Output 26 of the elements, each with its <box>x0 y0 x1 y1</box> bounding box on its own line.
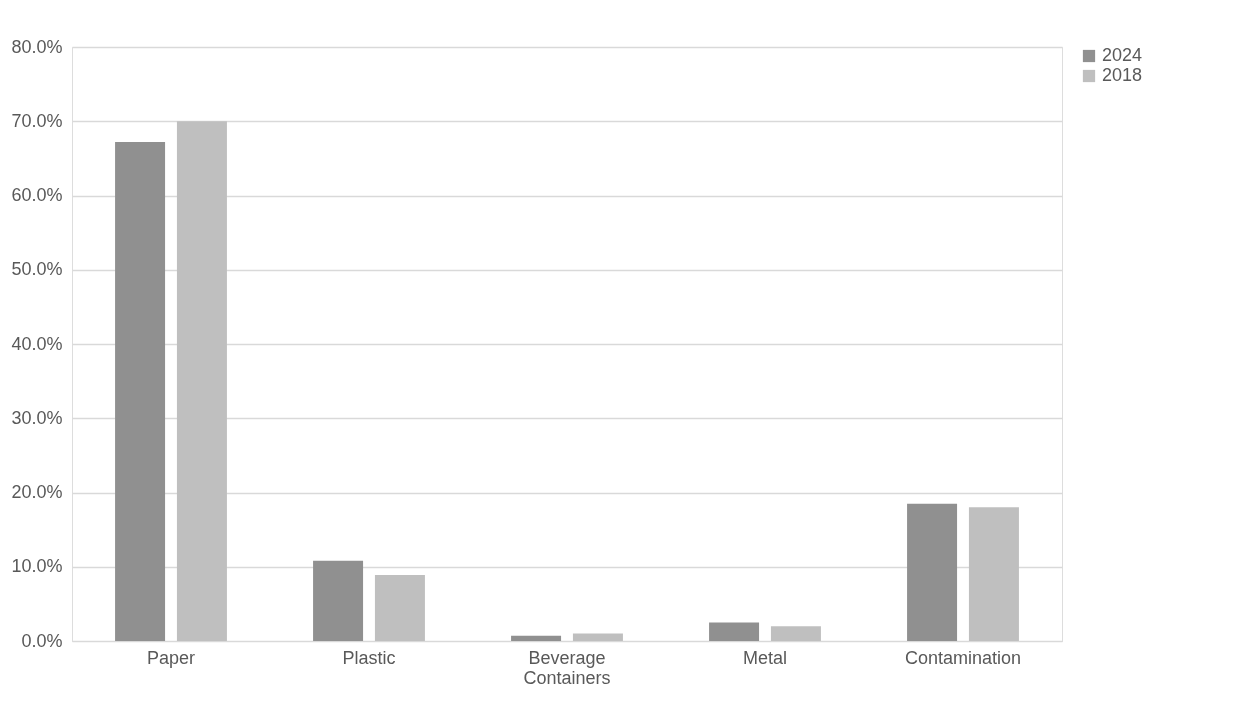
x-tick-label: Paper <box>146 647 196 668</box>
y-tick-label: 80.0% <box>11 36 63 57</box>
y-tick-label: 40.0% <box>11 333 63 354</box>
y-tick-label: 10.0% <box>11 556 63 577</box>
y-tick-label: 20.0% <box>11 482 63 502</box>
bar <box>115 142 166 641</box>
bar <box>511 635 562 641</box>
legend-label: 2018 <box>1102 65 1143 85</box>
bar <box>709 622 760 641</box>
y-tick-label: 60.0% <box>11 185 63 205</box>
legend-label: 2024 <box>1102 45 1143 65</box>
x-tick-label: Contamination <box>904 647 1022 668</box>
y-tick-label: 70.0% <box>11 110 63 131</box>
x-tick-label: Beverage Containers <box>523 647 611 688</box>
bar <box>770 626 821 641</box>
bar <box>374 574 425 641</box>
bar <box>176 121 227 641</box>
x-tick-label: Metal <box>742 647 788 668</box>
y-tick-label: 50.0% <box>11 259 63 280</box>
bar <box>313 560 364 641</box>
bar <box>968 507 1019 641</box>
bar <box>907 503 958 641</box>
y-tick-label: 30.0% <box>11 407 63 428</box>
y-tick-label: 0.0% <box>21 630 63 651</box>
x-tick-label: Plastic <box>342 647 396 668</box>
bar <box>572 633 623 641</box>
